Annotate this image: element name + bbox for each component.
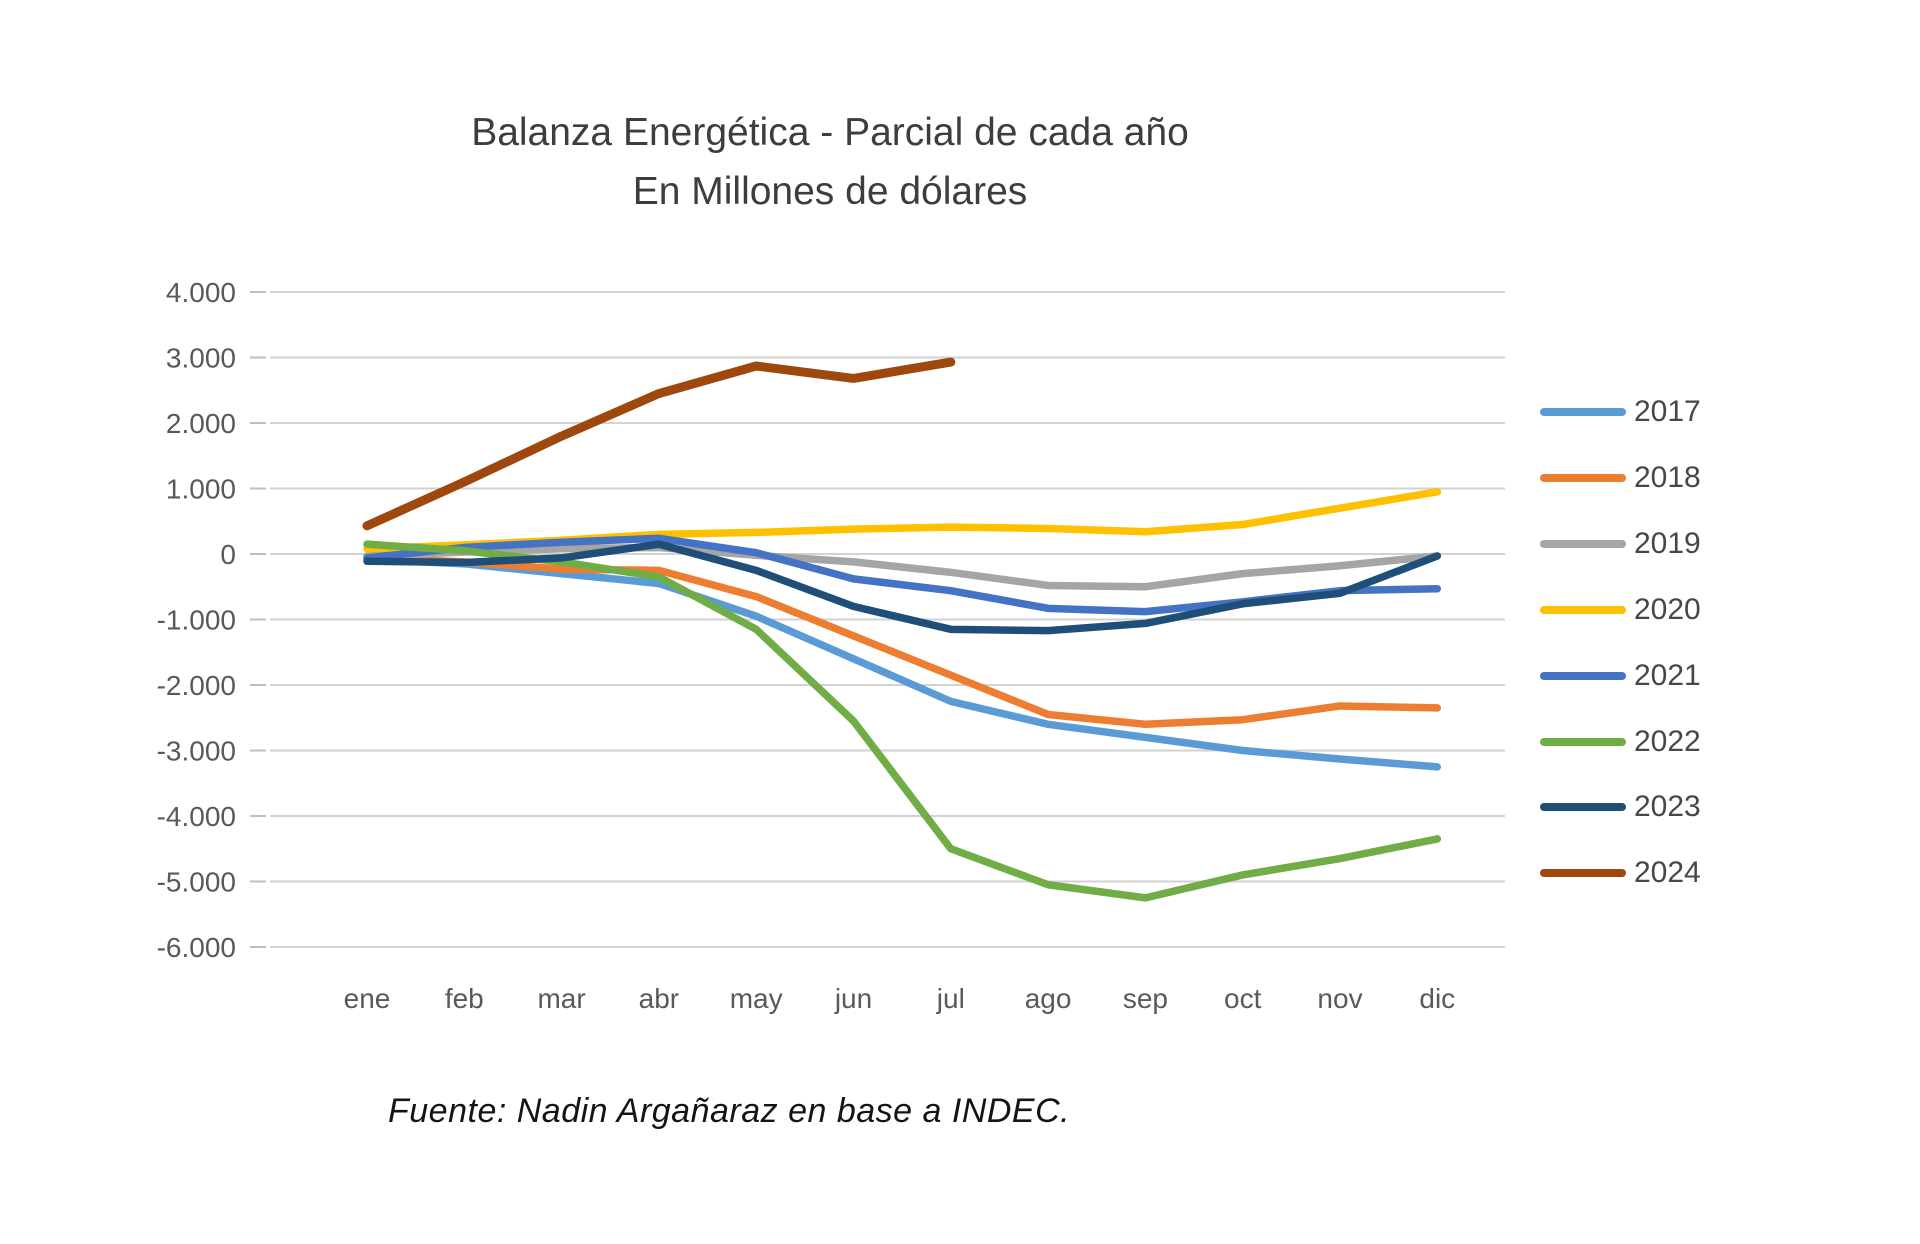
y-axis-label: -6.000 [157,932,236,963]
chart-title-line2: En Millones de dólares [632,169,1028,213]
legend-label-2017: 2017 [1634,395,1701,428]
legend-label-2020: 2020 [1634,592,1701,626]
y-axis-label: 2.000 [166,408,236,439]
y-axis-label: -2.000 [157,670,236,701]
legend-item-2024: 2024 [1540,856,1701,890]
legend-swatch-2017 [1540,408,1626,416]
y-axis-label: -4.000 [157,801,236,832]
x-axis-label: oct [1224,983,1262,1014]
legend-item-2021: 2021 [1540,659,1701,693]
chart-title-line1: Balanza Energética - Parcial de cada año [471,111,1189,154]
x-axis-label: ago [1025,983,1072,1014]
legend-swatch-2024 [1540,869,1626,878]
legend-label-2023: 2023 [1634,790,1701,824]
x-axis-label: jul [936,983,965,1014]
legend-label-2024: 2024 [1634,856,1701,890]
legend-item-2023: 2023 [1540,790,1701,824]
legend-label-2019: 2019 [1634,526,1701,560]
series-line-2023 [363,540,1442,635]
y-axis-label: 1.000 [166,474,236,505]
legend-item-2018: 2018 [1540,461,1701,495]
y-axis-label: -1.000 [157,605,236,636]
legend-label-2022: 2022 [1634,724,1701,758]
x-axis-label: feb [445,983,484,1014]
series-line-2017 [363,555,1442,771]
y-axis-label: 0 [220,539,236,570]
x-axis-label: jun [834,983,872,1014]
legend-label-2018: 2018 [1634,460,1701,494]
legend-swatch-2022 [1540,737,1626,746]
legend-item-2017: 2017 [1540,395,1701,429]
series-line-2018 [363,554,1442,729]
source-note: Fuente: Nadin Argañaraz en base a INDEC. [388,1092,1071,1130]
y-axis-label: 3.000 [166,343,236,374]
x-axis-label: ene [344,983,391,1014]
legend-swatch-2019 [1540,539,1626,548]
series-line-2020 [363,488,1442,553]
x-axis-label: abr [639,983,679,1014]
legend-swatch-2020 [1540,605,1626,614]
legend-swatch-2023 [1540,803,1626,812]
y-axis-label: -3.000 [157,736,236,767]
legend-item-2022: 2022 [1540,725,1701,759]
x-axis-label: mar [537,983,585,1014]
x-axis-label: nov [1317,983,1362,1014]
legend-item-2019: 2019 [1540,527,1701,561]
x-axis-label: sep [1123,983,1168,1014]
legend-swatch-2018 [1540,473,1626,482]
series-line-2019 [363,543,1442,591]
y-axis-label: -5.000 [157,867,236,898]
y-axis-label: 4.000 [166,277,236,308]
series-line-2024 [362,357,956,531]
x-axis-label: may [730,983,783,1014]
x-axis-label: dic [1419,983,1455,1014]
legend-swatch-2021 [1540,671,1626,680]
legend-label-2021: 2021 [1634,658,1701,692]
chart-title: Balanza Energética - Parcial de cada año… [0,104,1660,221]
legend-item-2020: 2020 [1540,593,1701,627]
